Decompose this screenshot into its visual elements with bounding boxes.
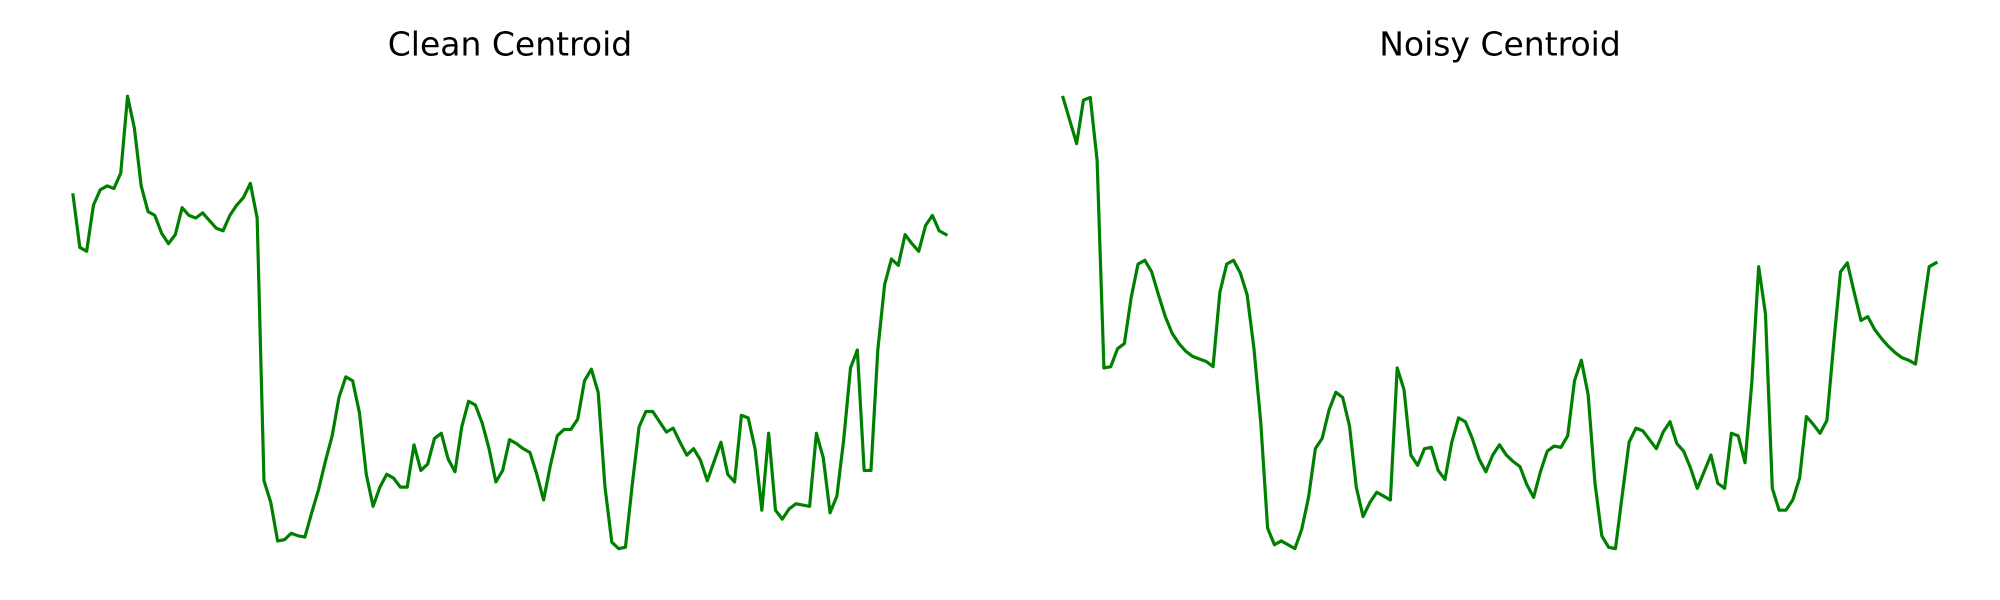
data-line (1061, 95, 1939, 551)
chart-title: Noisy Centroid (1379, 25, 1621, 64)
data-line (71, 94, 949, 551)
chart-title: Clean Centroid (388, 25, 633, 64)
